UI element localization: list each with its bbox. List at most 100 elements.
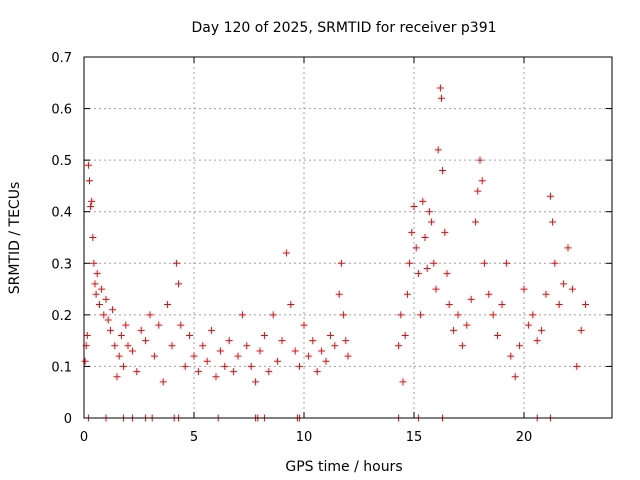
y-axis-label: SRMTID / TECUs xyxy=(7,182,23,295)
data-point xyxy=(124,342,132,350)
data-point xyxy=(252,378,260,386)
data-point xyxy=(524,321,532,329)
data-point xyxy=(90,259,98,267)
data-point xyxy=(95,301,103,309)
data-point xyxy=(406,259,414,267)
data-point xyxy=(155,321,163,329)
data-point xyxy=(265,368,273,376)
y-tick-label: 0.7 xyxy=(51,51,72,66)
data-point xyxy=(318,347,326,355)
data-point xyxy=(104,316,112,324)
data-point xyxy=(128,347,136,355)
data-point xyxy=(439,166,447,174)
data-point xyxy=(476,156,484,164)
data-point xyxy=(454,311,462,319)
data-point xyxy=(322,357,330,365)
data-point xyxy=(577,326,585,334)
data-point xyxy=(98,285,106,293)
data-point xyxy=(564,244,572,252)
data-point xyxy=(408,228,416,236)
data-point xyxy=(520,285,528,293)
y-tick-label: 0.4 xyxy=(51,206,72,221)
data-point xyxy=(337,259,345,267)
data-point xyxy=(212,373,220,381)
data-point xyxy=(111,342,119,350)
data-point xyxy=(326,331,334,339)
data-point xyxy=(117,331,125,339)
data-point xyxy=(441,228,449,236)
plot-frame xyxy=(83,56,613,419)
data-point xyxy=(432,285,440,293)
data-point xyxy=(478,177,486,185)
data-point xyxy=(113,373,121,381)
data-point xyxy=(86,177,93,185)
data-point xyxy=(342,337,350,345)
data-point xyxy=(146,311,154,319)
data-point xyxy=(412,244,420,252)
data-point xyxy=(489,311,497,319)
data-point xyxy=(425,208,433,216)
y-tick-label: 0.1 xyxy=(51,360,72,375)
data-point xyxy=(106,326,114,334)
data-point xyxy=(538,326,546,334)
x-tick-label: 5 xyxy=(190,430,198,445)
data-point xyxy=(542,290,550,298)
y-tick-label: 0 xyxy=(64,412,72,427)
data-point xyxy=(142,337,150,345)
data-point xyxy=(120,362,128,370)
data-point xyxy=(194,368,202,376)
data-point xyxy=(529,311,537,319)
data-point xyxy=(340,311,348,319)
data-point xyxy=(485,290,493,298)
data-point xyxy=(186,331,194,339)
data-point xyxy=(467,295,475,303)
data-point xyxy=(331,342,339,350)
data-point xyxy=(234,352,242,360)
data-point xyxy=(221,362,229,370)
data-point xyxy=(463,321,471,329)
data-point xyxy=(417,311,425,319)
data-point xyxy=(436,84,444,92)
data-point xyxy=(549,218,557,226)
data-point xyxy=(498,301,506,309)
data-point xyxy=(137,326,145,334)
data-point xyxy=(551,259,559,267)
x-tick-label: 20 xyxy=(516,430,533,445)
data-point xyxy=(434,146,442,154)
x-tick-label: 0 xyxy=(80,430,88,445)
chart-title: Day 120 of 2025, SRMTID for receiver p39… xyxy=(191,20,496,36)
data-point xyxy=(225,337,233,345)
data-point xyxy=(150,352,158,360)
data-point xyxy=(403,290,411,298)
data-point xyxy=(414,270,422,278)
data-point xyxy=(122,321,130,329)
data-point xyxy=(287,301,295,309)
data-point xyxy=(274,357,282,365)
data-point xyxy=(199,342,207,350)
data-point xyxy=(423,264,431,272)
data-point xyxy=(397,311,405,319)
y-tick-label: 0.6 xyxy=(51,103,72,118)
data-point xyxy=(428,218,436,226)
data-point xyxy=(175,280,183,288)
data-point xyxy=(177,321,185,329)
x-tick-label: 15 xyxy=(406,430,423,445)
data-point xyxy=(102,295,110,303)
data-point xyxy=(300,321,308,329)
data-point xyxy=(555,301,563,309)
data-point xyxy=(507,352,515,360)
data-point xyxy=(458,342,466,350)
data-point xyxy=(278,337,286,345)
data-point xyxy=(133,368,141,376)
data-point xyxy=(168,342,176,350)
data-point xyxy=(309,337,317,345)
data-point xyxy=(91,280,99,288)
data-point xyxy=(395,342,403,350)
data-point xyxy=(450,326,458,334)
y-tick-label: 0.2 xyxy=(51,309,72,324)
data-point xyxy=(419,197,427,205)
data-point xyxy=(335,290,343,298)
y-tick-label: 0.3 xyxy=(51,257,72,272)
data-point xyxy=(243,342,251,350)
x-axis-label: GPS time / hours xyxy=(285,459,402,475)
